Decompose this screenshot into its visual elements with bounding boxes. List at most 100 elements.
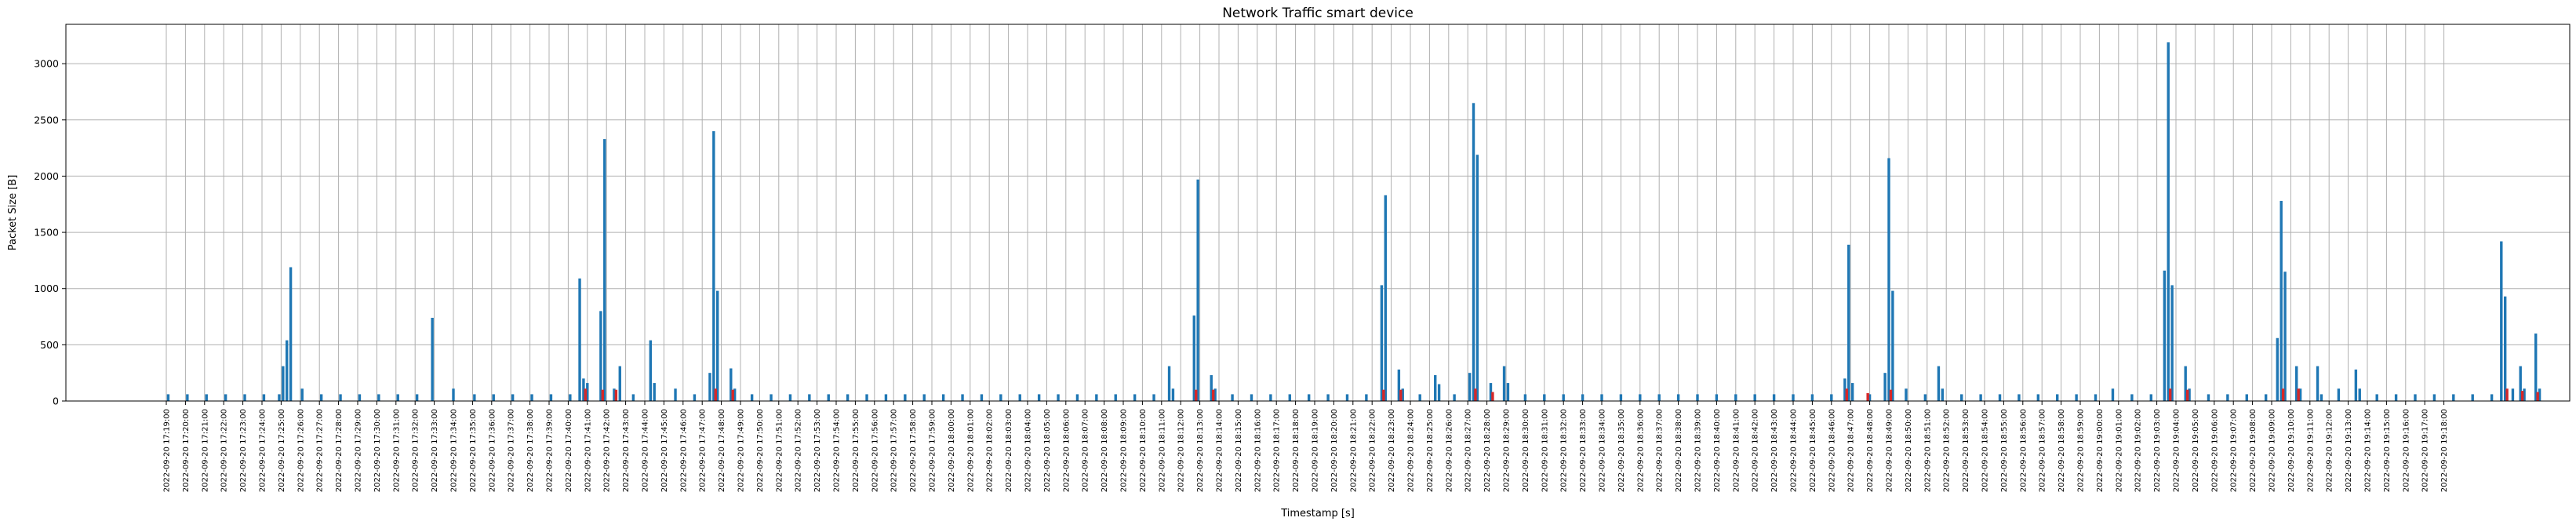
packet-bar [2245,394,2248,401]
packet-bar [708,373,711,401]
packet-bar [1018,394,1021,401]
x-tick-label: 2022-09-20 19:07:00 [2230,409,2239,492]
packet-bar [1472,103,1475,401]
y-axis: 0 500 1000 1500 2000 2500 3000 [34,58,66,407]
x-tick-label: 2022-09-20 18:18:00 [1292,409,1301,492]
packet-bar [1506,383,1510,401]
packet-bar [1453,394,1456,401]
x-tick-label: 2022-09-20 17:28:00 [335,409,344,492]
packet-bar [827,394,830,401]
packet-bar [1075,394,1079,401]
x-tick-label: 2022-09-20 17:50:00 [756,409,765,492]
x-tick-label: 2022-09-20 17:47:00 [699,409,708,492]
packet-bar [603,139,606,402]
packet-bar [1326,394,1330,401]
packet-bar [1619,394,1623,401]
packet-bar [649,340,653,401]
x-tick-label: 2022-09-20 18:27:00 [1464,409,1473,492]
x-tick-label: 2022-09-20 19:02:00 [2134,409,2143,492]
packet-bar [999,394,1002,401]
x-tick-label: 2022-09-20 18:29:00 [1503,409,1512,492]
packet-bar [2511,388,2515,401]
packet-bar [1941,388,1945,401]
packet-bar [1543,394,1546,401]
packet-bar [1581,394,1585,401]
packet-bar [2226,394,2229,401]
packet-bar [1792,394,1795,401]
packet-bar [1380,285,1384,401]
plot-frame [65,24,2571,402]
x-tick-label: 2022-09-20 18:03:00 [1005,409,1013,492]
packet-bar [1960,394,1963,401]
x-tick-label: 2022-09-20 18:11:00 [1158,409,1166,492]
x-tick-label: 2022-09-20 17:58:00 [909,409,918,492]
packet-bar [2337,388,2341,401]
packet-bar [1133,394,1137,401]
packet-bar [358,394,362,401]
x-tick-label: 2022-09-20 17:30:00 [373,409,382,492]
x-tick-label: 2022-09-20 17:31:00 [392,409,401,492]
x-tick-label: 2022-09-20 18:22:00 [1369,409,1377,492]
packet-bar [282,366,285,401]
x-tick-label: 2022-09-20 19:11:00 [2306,409,2315,492]
x-tick-label: 2022-09-20 18:40:00 [1713,409,1722,492]
packet-bar [452,388,455,401]
packet-bar [770,394,773,401]
packet-bar [2490,394,2494,401]
packet-bar-highlight [2281,388,2285,401]
packet-bar [1639,394,1642,401]
packet-bar [1437,384,1441,401]
x-tick-label: 2022-09-20 19:16:00 [2402,409,2410,492]
x-tick-label: 2022-09-20 17:43:00 [622,409,631,492]
packet-bar [2075,394,2078,401]
packet-bar [2295,366,2298,401]
packet-bar [884,394,888,401]
x-tick-label: 2022-09-20 18:02:00 [986,409,995,492]
packet-bar [262,394,266,401]
packet-bar [2500,241,2503,401]
packet-bar [586,383,589,401]
x-tick-label: 2022-09-20 18:32:00 [1560,409,1569,492]
x-tick-label: 2022-09-20 18:54:00 [1981,409,1990,492]
packet-bar [1489,383,1493,401]
packet-bar [2354,369,2358,401]
packet-bar [693,394,697,401]
x-tick-label: 2022-09-20 17:22:00 [220,409,229,492]
x-tick-label: 2022-09-20 19:09:00 [2269,409,2277,492]
packet-bar-highlight [601,389,605,401]
y-tick-label: 2000 [34,170,59,182]
packet-bar [712,131,715,402]
packet-bar [2094,394,2098,401]
x-tick-label: 2022-09-20 18:15:00 [1235,409,1243,492]
packet-bar [377,394,380,401]
x-tick-label: 2022-09-20 18:35:00 [1617,409,1626,492]
packet-bar [2264,394,2268,401]
x-tick-label: 2022-09-20 18:06:00 [1062,409,1071,492]
packet-bar [788,394,792,401]
x-tick-label: 2022-09-20 18:00:00 [948,409,956,492]
x-tick-label: 2022-09-20 17:46:00 [679,409,688,492]
x-tick-label: 2022-09-20 17:24:00 [259,409,267,492]
x-tick-label: 2022-09-20 18:10:00 [1139,409,1148,492]
packet-bar [1891,290,1894,401]
packet-bar [2319,394,2323,401]
packet-bar [2170,285,2174,401]
x-tick-label: 2022-09-20 18:14:00 [1216,409,1224,492]
x-tick-label: 2022-09-20 18:08:00 [1101,409,1109,492]
packet-bar [613,388,616,401]
packet-bar [1307,394,1311,401]
x-tick-label: 2022-09-20 17:41:00 [584,409,592,492]
x-tick-label: 2022-09-20 18:56:00 [2019,409,2028,492]
x-tick-label: 2022-09-20 18:16:00 [1253,409,1262,492]
packet-bar [549,394,553,401]
packet-bar [1475,155,1479,401]
x-tick-label: 2022-09-20 17:42:00 [603,409,612,492]
x-tick-label: 2022-09-20 18:58:00 [2058,409,2066,492]
packet-bar [1883,373,1887,401]
x-tick-label: 2022-09-20 17:51:00 [775,409,784,492]
packet-bar [578,278,581,401]
y-axis-label: Packet Size [B] [7,175,19,251]
packet-bar [1657,394,1661,401]
packet-bar-highlight [2536,392,2539,401]
packet-bar-highlight [1399,389,1403,401]
